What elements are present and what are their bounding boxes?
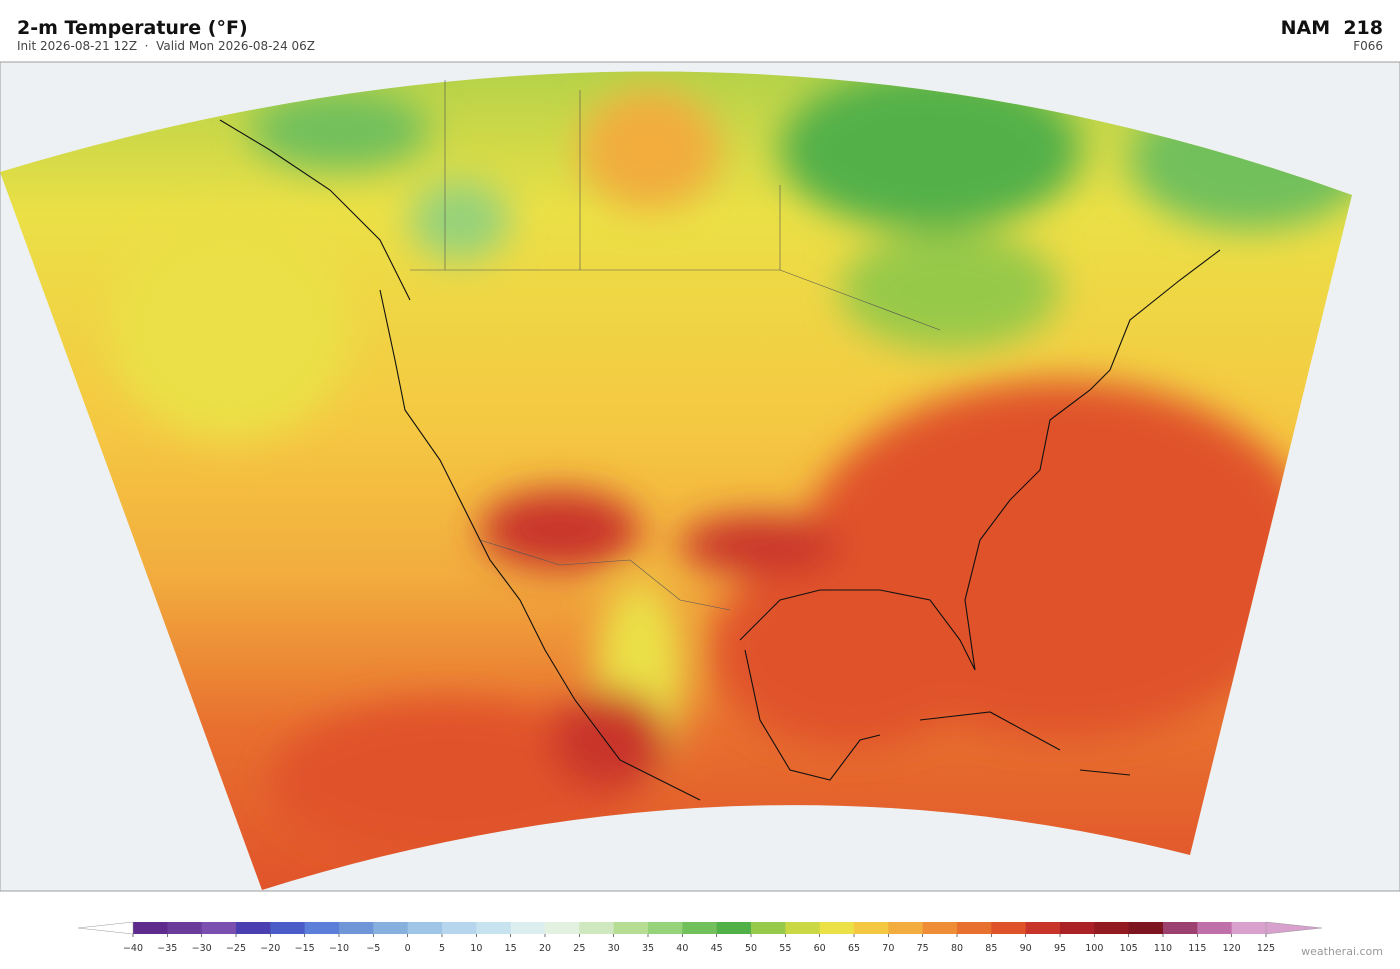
colorbar-tick-label: −40 xyxy=(123,943,143,954)
colorbar-tick-label: 10 xyxy=(470,943,482,954)
title: 2-m Temperature (°F) xyxy=(17,17,248,39)
colorbar-segment xyxy=(373,922,409,934)
colorbar-segment xyxy=(751,922,786,934)
colorbar-segment xyxy=(854,922,889,934)
colorbar-tick-label: −10 xyxy=(329,943,349,954)
colorbar-tick-label: 5 xyxy=(439,943,445,954)
colorbar-segment xyxy=(716,922,752,934)
colorbar-tick-label: 125 xyxy=(1257,943,1275,954)
colorbar-tick-label: −20 xyxy=(260,943,280,954)
subtitle: Init 2026-08-21 12Z · Valid Mon 2026-08-… xyxy=(17,39,315,53)
colorbar-segment xyxy=(957,922,992,934)
colorbar-tick-label: 65 xyxy=(848,943,860,954)
colorbar-tick-label: 40 xyxy=(676,943,688,954)
colorbar-segment xyxy=(648,922,683,934)
colorbar-tick-label: −30 xyxy=(192,943,212,954)
colorbar-segment xyxy=(407,922,443,934)
colorbar-tick-label: 75 xyxy=(917,943,929,954)
colorbar-segment xyxy=(510,922,546,934)
colorbar-tick-label: 50 xyxy=(745,943,757,954)
field-blobs xyxy=(110,71,1352,860)
colorbar-segment xyxy=(133,922,168,934)
colorbar-tick-label: −35 xyxy=(157,943,177,954)
colorbar-segment xyxy=(1094,922,1130,934)
colorbar-tick-label: 105 xyxy=(1120,943,1138,954)
colorbar-segment xyxy=(991,922,1027,934)
colorbar-tick-label: 110 xyxy=(1154,943,1172,954)
colorbar-segment xyxy=(270,922,306,934)
colorbar-tick-label: 30 xyxy=(608,943,620,954)
colorbar-tick-label: 60 xyxy=(814,943,826,954)
colorbar-tick-label: 100 xyxy=(1085,943,1103,954)
colorbar-tick-label: 120 xyxy=(1223,943,1241,954)
colorbar-segment xyxy=(339,922,374,934)
colorbar-segment xyxy=(1163,922,1198,934)
colorbar-tick-label: 0 xyxy=(405,943,411,954)
colorbar-extend-low xyxy=(77,921,134,935)
forecast-hour: F066 xyxy=(1353,39,1383,53)
colorbar-segment xyxy=(819,922,855,934)
colorbar-segment xyxy=(1128,922,1164,934)
colorbar-segment xyxy=(236,922,271,934)
colorbar-tick-label: 55 xyxy=(779,943,791,954)
colorbar-tick-label: 90 xyxy=(1020,943,1032,954)
colorbar-segment xyxy=(888,922,924,934)
colorbar-tick-label: 15 xyxy=(505,943,517,954)
colorbar-segment xyxy=(201,922,237,934)
colorbar-segment xyxy=(613,922,649,934)
colorbar-tick-label: 85 xyxy=(985,943,997,954)
colorbar-segment xyxy=(1025,922,1061,934)
colorbar-extend-high xyxy=(1265,921,1323,935)
colorbar-segment xyxy=(1060,922,1095,934)
model-name: NAM 218 xyxy=(1281,17,1383,39)
colorbar-segment xyxy=(1197,922,1233,934)
colorbar-segment xyxy=(442,922,477,934)
colorbar-tick-label: −15 xyxy=(295,943,315,954)
colorbar-tick-label: 115 xyxy=(1188,943,1206,954)
colorbar-segment xyxy=(476,922,512,934)
borders xyxy=(410,80,941,611)
temperature-field xyxy=(0,71,1352,890)
colorbar-segment xyxy=(304,922,340,934)
colorbar-tick-label: −25 xyxy=(226,943,246,954)
coastlines xyxy=(219,119,1221,801)
colorbar-segment xyxy=(785,922,821,934)
colorbar-tick-label: 20 xyxy=(539,943,551,954)
colorbar-segment xyxy=(579,922,615,934)
colorbar-segment xyxy=(167,922,203,934)
colorbar-segment xyxy=(545,922,580,934)
watermark: weatherai.com xyxy=(1301,945,1383,958)
colorbar-tick-label: 25 xyxy=(573,943,585,954)
colorbar-segment xyxy=(682,922,718,934)
colorbar-segment xyxy=(922,922,958,934)
colorbar-tick-label: 45 xyxy=(711,943,723,954)
colorbar-tick-label: −5 xyxy=(366,943,380,954)
map xyxy=(0,61,1400,892)
colorbar-segment xyxy=(1231,922,1267,934)
colorbar-tick-label: 95 xyxy=(1054,943,1066,954)
colorbar: −40 −35 −30 −25 −20 −15 −10 −5 0 5 10 15 20 25 30 35 40 4… xyxy=(77,921,1323,954)
colorbar-tick-label: 80 xyxy=(951,943,963,954)
colorbar-tick-label: 70 xyxy=(882,943,894,954)
colorbar-tick-label: 35 xyxy=(642,943,654,954)
